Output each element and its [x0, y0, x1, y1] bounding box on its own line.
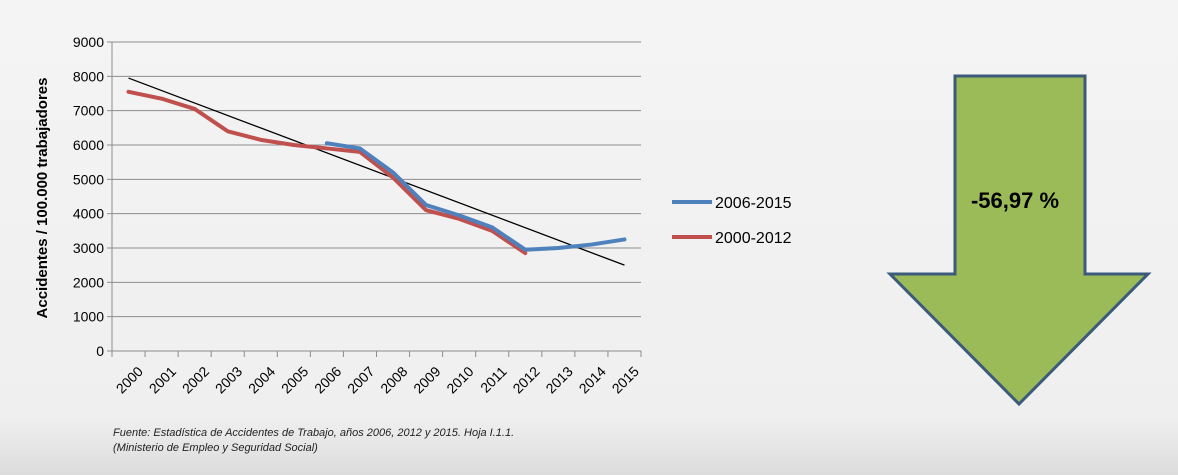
x-tick-label: 2010	[443, 363, 476, 396]
x-tick-label: 2000	[113, 363, 146, 396]
y-axis: 0 1000 2000 3000 4000 5000 6000 7000 8000 9000	[73, 34, 113, 359]
x-tick-label: 2009	[410, 363, 443, 396]
x-tick-label: 2003	[212, 363, 245, 396]
y-tick-label: 2000	[73, 274, 104, 290]
x-tick-label: 2015	[609, 363, 642, 396]
down-arrow-indicator: -56,97 %	[886, 74, 1152, 407]
x-tick-label: 2011	[477, 363, 510, 396]
x-tick-label: 2004	[245, 363, 278, 396]
y-tick-label: 7000	[73, 103, 104, 119]
series-line-2000-2012	[126, 89, 528, 256]
x-tick-label: 2007	[344, 363, 377, 396]
y-tick-label: 0	[96, 343, 104, 359]
x-tick-label: 2013	[542, 363, 575, 396]
accident-rate-line-chart: 0 1000 2000 3000 4000 5000 6000 7000 8000 9000 20…	[34, 34, 792, 397]
x-axis: 2000 2001 2002 2003 2004 2005 2006 2007 2008 2009…	[111, 350, 642, 397]
series-line-2006-2015	[324, 141, 627, 252]
legend-label: 2000-2012	[715, 230, 792, 247]
y-tick-label: 4000	[73, 206, 104, 222]
x-tick-label: 2001	[146, 363, 179, 396]
y-tick-label: 5000	[73, 171, 104, 187]
source-line-2: (Ministerio de Empleo y Seguridad Social…	[113, 442, 318, 454]
y-tick-label: 8000	[73, 68, 104, 84]
source-note: Fuente: Estadística de Accidentes de Tra…	[113, 426, 514, 456]
percent-change-label: -56,97 %	[971, 188, 1059, 213]
trendline	[128, 77, 625, 266]
y-axis-label: Accidentes / 100.000 trabajadores	[34, 78, 51, 319]
source-line-1: Fuente: Estadística de Accidentes de Tra…	[113, 427, 515, 439]
x-tick-label: 2002	[179, 363, 212, 396]
x-tick-label: 2014	[576, 363, 609, 396]
trendline-path	[128, 77, 625, 266]
grid-lines	[112, 41, 641, 318]
legend: 2006-2015 2000-2012	[672, 195, 792, 247]
series-lines	[126, 89, 627, 256]
legend-label: 2006-2015	[715, 195, 792, 212]
x-tick-label: 2006	[311, 363, 344, 396]
y-tick-label: 3000	[73, 240, 104, 256]
down-arrow-icon	[886, 74, 1152, 407]
y-tick-label: 9000	[73, 34, 104, 50]
y-tick-label: 1000	[73, 309, 104, 325]
x-tick-label: 2005	[278, 363, 311, 396]
y-tick-label: 6000	[73, 137, 104, 153]
x-tick-label: 2008	[377, 363, 410, 396]
x-tick-label: 2012	[509, 363, 542, 396]
